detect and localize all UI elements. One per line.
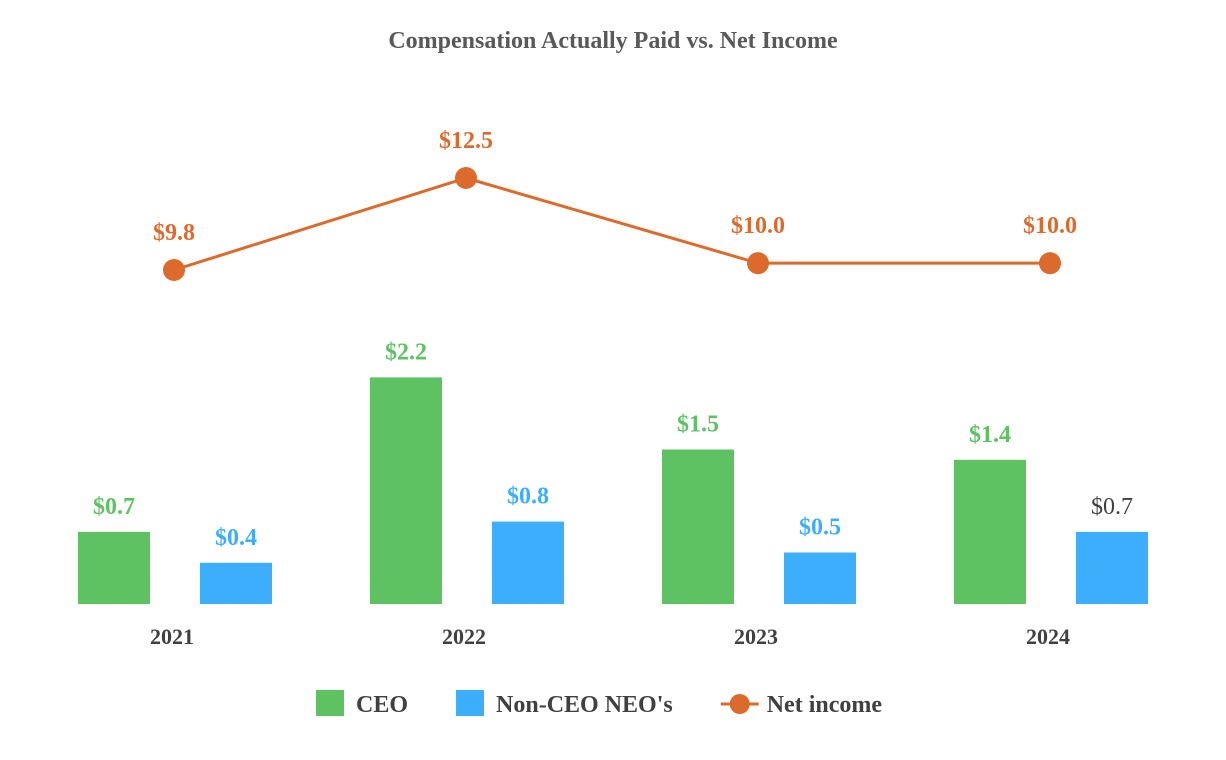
bar-non-ceo-neo-s-2022 (492, 521, 564, 604)
net-income-label-2023: $10.0 (731, 213, 785, 239)
x-tick-label-2021: 2021 (150, 624, 194, 649)
bar-ceo-2022 (370, 377, 442, 604)
net-income-line (173, 176, 1050, 272)
chart-title: Compensation Actually Paid vs. Net Incom… (388, 28, 838, 54)
data-label-ceo-2022: $2.2 (385, 339, 427, 365)
data-label-non-ceo-neo-s-2023: $0.5 (799, 515, 841, 541)
x-axis-ticks: 2021 2022 2023 2024 (150, 624, 1070, 649)
net-income-label-2022: $12.5 (439, 128, 493, 154)
bar-non-ceo-neo-s-2023 (784, 552, 856, 604)
bar-non-ceo-neo-s-2024 (1076, 531, 1148, 604)
net-income-point-2021 (163, 259, 185, 281)
legend-label-non-ceo-neo-s: Non-CEO NEO's (496, 692, 673, 718)
data-label-ceo-2021: $0.7 (93, 494, 135, 520)
net-income-label-2024: $10.0 (1023, 213, 1077, 239)
data-label-non-ceo-neo-s-2024: $0.7 (1091, 494, 1133, 520)
bar-layer: $0.7 $0.4 $2.2 $0.8 $1.5 $0.5 $1.4 $0.7 (78, 339, 1148, 604)
net-income-point-2022 (455, 167, 477, 189)
legend-swatch-ceo (316, 690, 344, 716)
bar-ceo-2023 (662, 449, 734, 604)
bar-non-ceo-neo-s-2021 (200, 562, 272, 604)
net-income-point-2023 (747, 252, 769, 275)
bar-ceo-2024 (954, 459, 1026, 604)
data-label-non-ceo-neo-s-2021: $0.4 (215, 525, 257, 551)
bar-ceo-2021 (78, 531, 150, 604)
x-tick-label-2023: 2023 (734, 624, 778, 649)
legend-label-net-income: Net income (767, 692, 883, 718)
net-income-point-2024 (1039, 252, 1061, 275)
data-label-non-ceo-neo-s-2022: $0.8 (507, 484, 549, 510)
x-tick-label-2024: 2024 (1026, 624, 1070, 649)
legend-label-ceo: CEO (356, 692, 408, 718)
data-label-ceo-2023: $1.5 (677, 412, 719, 438)
net-income-label-2021: $9.8 (153, 220, 195, 246)
x-tick-label-2022: 2022 (442, 624, 486, 649)
legend-swatch-non-ceo-neo-s (456, 690, 485, 716)
data-label-ceo-2024: $1.4 (969, 422, 1011, 448)
net-income-line-layer: $9.8 $12.5 $10.0 $10.0 (153, 128, 1077, 281)
legend: CEO Non-CEO NEO's Net income (316, 690, 882, 718)
legend-marker-net-income (729, 694, 750, 714)
